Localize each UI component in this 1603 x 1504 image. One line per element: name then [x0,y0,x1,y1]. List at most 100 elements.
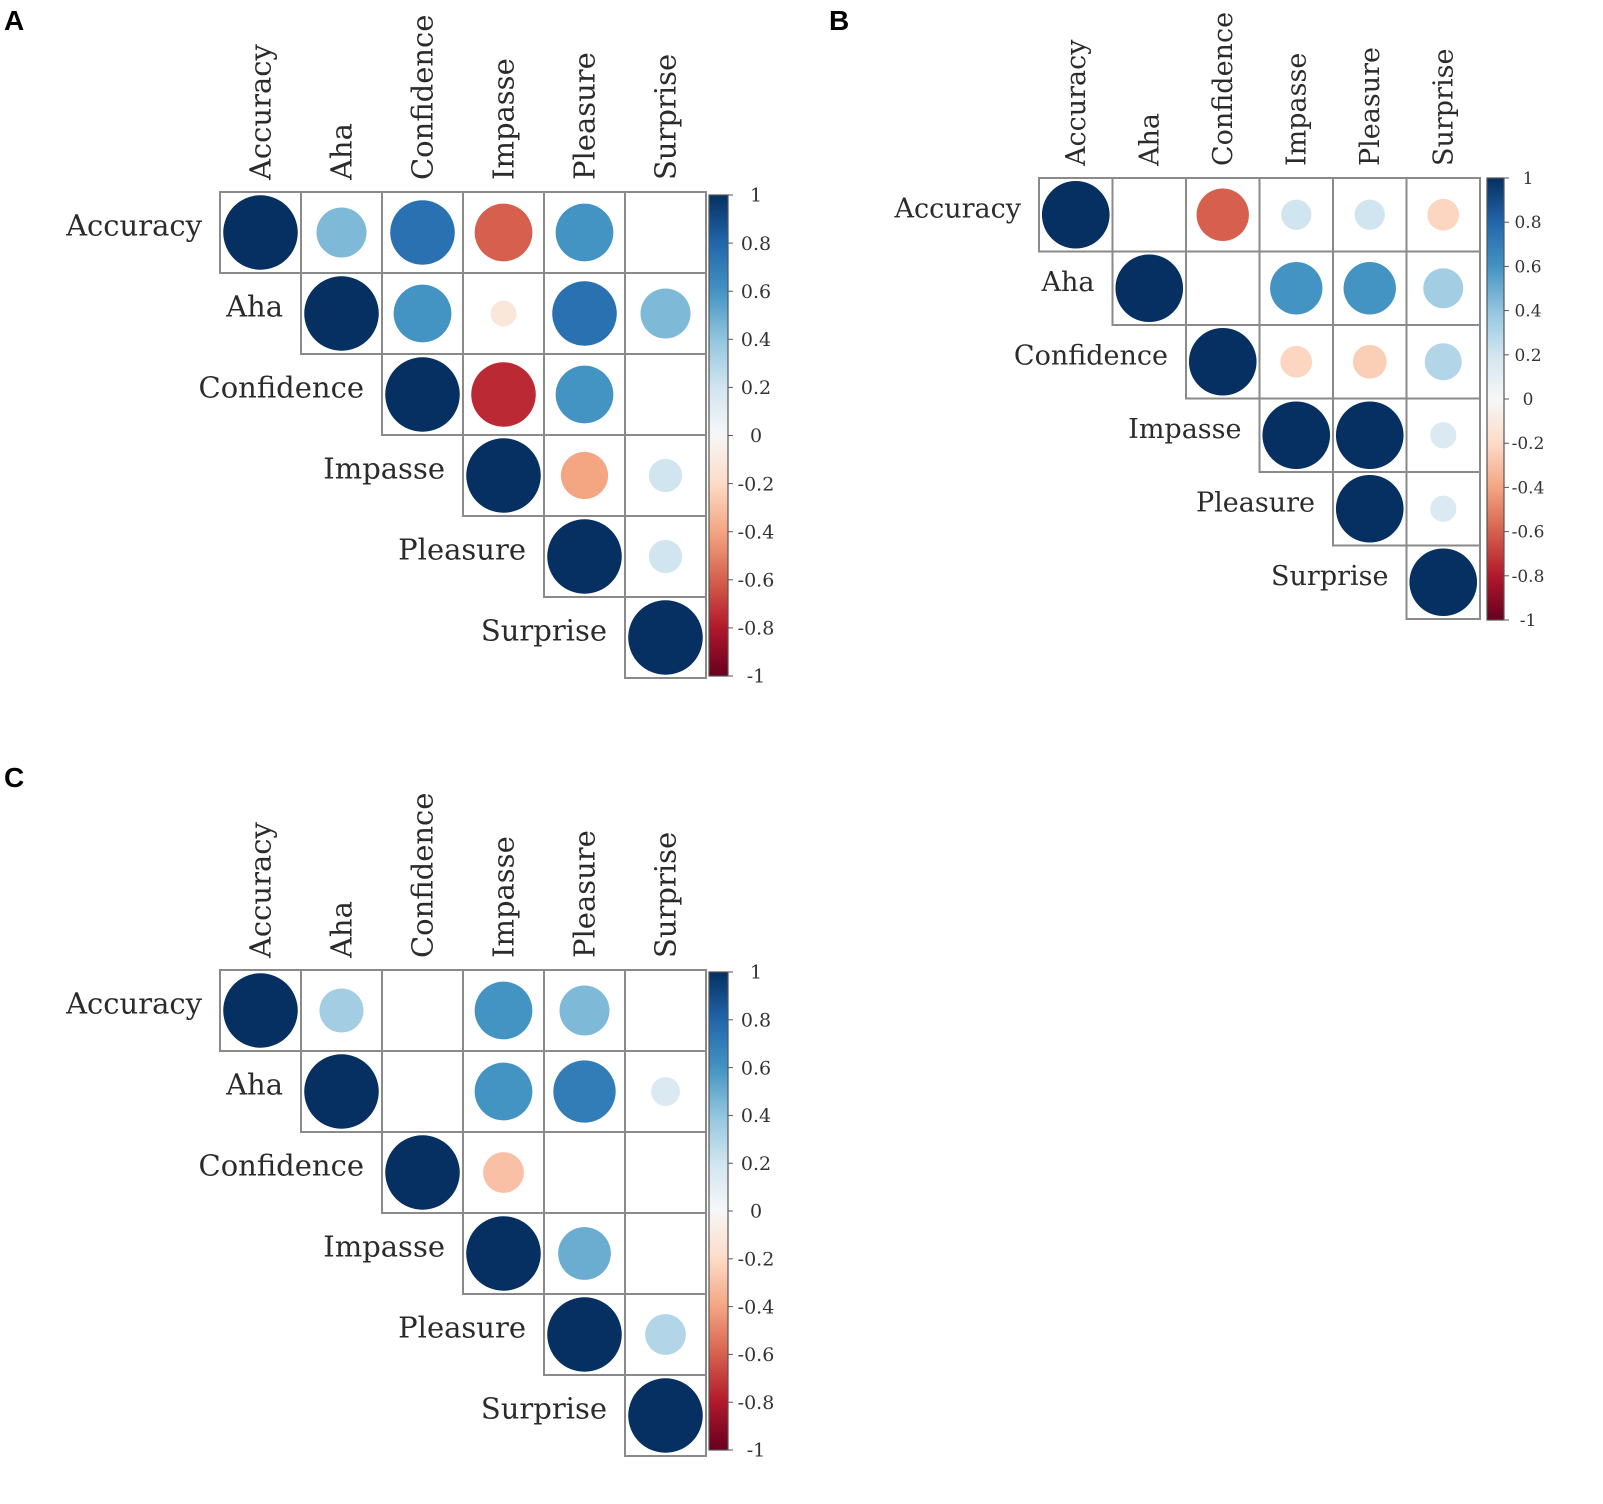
correlation-circle-impasse-impasse [1262,401,1331,470]
correlation-circle-accuracy-pleasure [559,985,610,1036]
colorbar-tick-label: -1 [1520,611,1537,631]
column-label-surprise: Surprise [1429,49,1460,166]
correlation-circle-surprise-surprise [628,600,703,675]
colorbar-tick-label: -0.4 [738,1296,775,1318]
colorbar-tick-label: 0 [750,425,762,447]
panel-a: A Accuracy Aha Confidence Impasse Pleasure Sur… [4,5,774,688]
panel-b: B Accuracy Aha Confidence Impasse Pleasure Sur… [829,5,1544,631]
correlation-circle-aha-pleasure [1343,262,1396,315]
column-label-aha: Aha [325,901,359,959]
row-label-aha: Aha [1041,267,1095,298]
panel-letter: B [829,5,849,36]
matrix-cell [624,1131,707,1214]
colorbar-tick-label: -0.2 [738,1248,775,1270]
correlation-circle-aha-aha [1115,254,1184,323]
colorbar-tick-label: 1 [1523,169,1534,189]
colorbar-tick-label: -0.6 [1512,523,1545,543]
correlation-circle-aha-surprise [651,1077,680,1106]
row-label-pleasure: Pleasure [1196,487,1315,518]
correlation-circle-aha-aha [304,1054,379,1129]
colorbar-tick-label: -1 [747,666,766,688]
colorbar-tick-label: -0.4 [738,521,775,543]
correlation-circle-pleasure-surprise [645,1314,686,1355]
colorbar-tick-label: 0 [1523,390,1534,410]
row-label-accuracy: Accuracy [65,208,202,242]
correlation-circle-pleasure-surprise [648,539,683,574]
correlation-circle-confidence-surprise [1424,343,1462,381]
column-label-aha: Aha [1135,113,1166,167]
row-label-confidence: Confidence [199,1148,364,1182]
colorbar [708,194,729,677]
row-label-impasse: Impasse [323,1229,445,1263]
matrix-cell [381,969,464,1052]
correlation-circle-confidence-pleasure [1352,344,1387,379]
column-label-surprise: Surprise [649,54,683,180]
matrix-cell [462,272,545,355]
correlation-circle-accuracy-impasse [474,981,533,1040]
column-label-impasse: Impasse [487,58,521,180]
correlation-circle-aha-pleasure [552,281,617,346]
correlation-circle-impasse-impasse [466,1216,541,1291]
colorbar-tick-label: 0.8 [741,1009,771,1031]
colorbar-tick-label: 0 [750,1201,762,1223]
colorbar-tick-label: 0.2 [1514,346,1541,366]
colorbar [708,971,729,1451]
colorbar-tick-label: 0.6 [741,1057,771,1079]
colorbar-tick-label: 0.4 [741,1105,771,1127]
colorbar-tick-label: 0.6 [741,281,771,303]
matrix-cell [1185,250,1261,326]
matrix-cell [624,353,707,436]
correlation-circle-aha-impasse [1270,262,1323,315]
colorbar-tick-label: -0.6 [738,1344,775,1366]
correlation-circle-aha-aha [304,276,379,351]
matrix-cell [624,1212,707,1295]
correlation-circle-pleasure-surprise [1430,495,1457,522]
row-label-confidence: Confidence [1014,340,1168,371]
panel-c: C Accuracy Aha Confidence Impasse Pleasure Sur… [4,762,774,1462]
colorbar-tick-label: -0.6 [738,569,775,591]
correlation-circle-impasse-impasse [466,438,541,513]
colorbar-tick-label: -0.8 [738,618,775,640]
row-label-impasse: Impasse [323,451,445,485]
correlation-circle-impasse-pleasure [558,1227,611,1280]
correlation-circle-confidence-confidence [1188,327,1257,396]
correlation-circle-impasse-surprise [1430,422,1457,449]
row-label-confidence: Confidence [199,370,364,404]
row-label-impasse: Impasse [1128,414,1241,445]
row-label-surprise: Surprise [481,1391,607,1425]
colorbar-tick-label: -0.8 [1512,567,1545,587]
column-label-pleasure: Pleasure [568,830,602,958]
correlation-circle-accuracy-confidence [390,200,455,265]
colorbar-tick-label: 1 [750,962,762,984]
correlation-circle-impasse-pleasure [1335,401,1404,470]
row-label-accuracy: Accuracy [893,193,1021,224]
correlation-circle-accuracy-accuracy [1041,180,1110,249]
colorbar-tick-label: 0.8 [1514,213,1541,233]
correlation-circle-aha-confidence [393,284,452,343]
colorbar-tick-label: -1 [747,1440,766,1462]
correlation-circle-accuracy-aha [316,207,367,258]
column-label-confidence: Confidence [406,15,440,180]
matrix-cell [1111,177,1187,253]
correlation-circle-accuracy-surprise [1427,198,1460,231]
correlation-circle-pleasure-pleasure [1335,474,1404,543]
colorbar-tick-label: 0.4 [741,329,771,351]
correlation-circle-accuracy-pleasure [1354,199,1385,230]
correlation-circle-accuracy-accuracy [223,973,298,1048]
column-label-confidence: Confidence [1208,12,1239,166]
row-label-surprise: Surprise [1271,561,1388,592]
correlation-circle-confidence-confidence [385,357,460,432]
row-label-pleasure: Pleasure [398,532,526,566]
correlation-circle-surprise-surprise [628,1378,703,1453]
row-label-aha: Aha [225,1067,283,1101]
column-label-impasse: Impasse [487,836,521,958]
correlation-circle-aha-surprise [640,288,691,339]
column-label-accuracy: Accuracy [244,822,278,959]
matrix-cell [381,1050,464,1133]
row-label-accuracy: Accuracy [65,986,202,1020]
row-label-surprise: Surprise [481,613,607,647]
correlation-circle-impasse-surprise [648,458,683,493]
column-label-surprise: Surprise [649,832,683,958]
matrix-cell [624,191,707,274]
colorbar [1486,177,1505,621]
